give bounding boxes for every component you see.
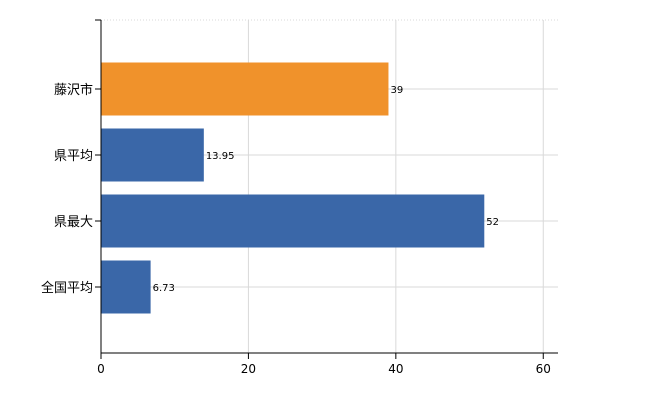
category-label-1: 県平均 [54,149,93,164]
x-tick-label-1: 20 [241,362,256,376]
bar-1 [101,128,204,182]
category-label-2: 県最大 [54,215,93,230]
bars [101,62,485,314]
category-label-3: 全国平均 [41,280,93,296]
x-tick-label-3: 60 [536,362,551,376]
labels: 39 藤沢市 13.95 県平均 52 県最大 6.73 全国平均 0 20 40 60 [41,19,551,376]
bar-0 [101,62,389,116]
x-tick-label-2: 40 [388,362,403,376]
data-label-3: 6.73 [153,283,175,294]
bar-3 [101,260,151,314]
axes [100,20,558,354]
data-label-2: 52 [486,217,499,228]
bar-2 [101,194,485,248]
data-label-0: 39 [390,85,403,96]
data-label-1: 13.95 [206,151,235,162]
x-tick-label-0: 0 [97,362,105,376]
category-label-0: 藤沢市 [54,82,93,98]
